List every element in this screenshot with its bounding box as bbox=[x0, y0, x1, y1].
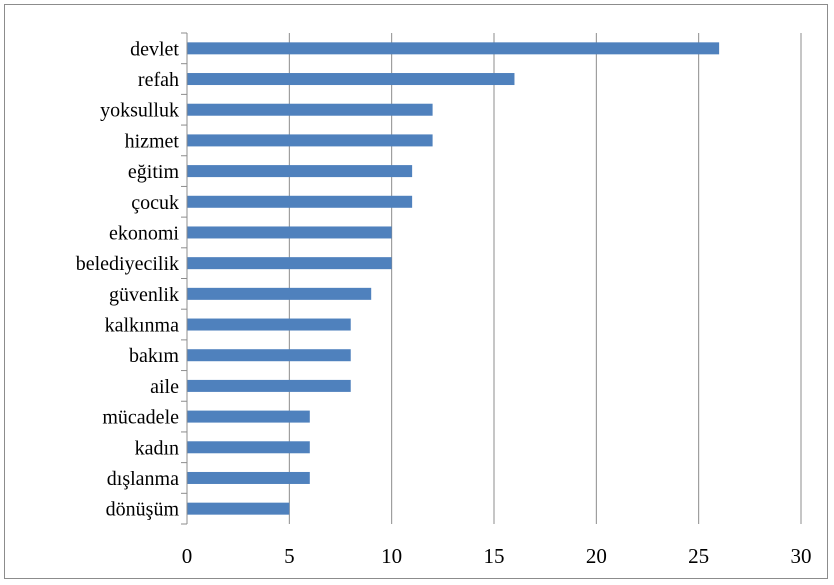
bar-5 bbox=[187, 195, 413, 208]
category-label: güvenlik bbox=[109, 284, 179, 306]
bar-13 bbox=[187, 441, 310, 454]
category-label: kadın bbox=[135, 437, 179, 459]
category-label: kalkınma bbox=[105, 315, 180, 337]
bar-10 bbox=[187, 349, 351, 362]
category-label: belediyecilik bbox=[76, 253, 179, 275]
bar-4 bbox=[187, 165, 413, 178]
x-tick-label: 10 bbox=[381, 544, 402, 568]
x-tick-label: 25 bbox=[688, 544, 709, 568]
x-tick-label: 30 bbox=[791, 544, 812, 568]
bar-7 bbox=[187, 257, 392, 270]
bar-8 bbox=[187, 287, 372, 300]
bar-2 bbox=[187, 103, 433, 116]
bar-14 bbox=[187, 471, 310, 484]
category-label: refah bbox=[138, 69, 179, 91]
x-tick-label: 15 bbox=[484, 544, 505, 568]
category-label: çocuk bbox=[131, 192, 179, 214]
value-tick-labels: 0 5 10 15 20 25 30 bbox=[182, 544, 812, 568]
category-label: yoksulluk bbox=[100, 100, 179, 122]
category-label: bakım bbox=[129, 345, 179, 367]
bar-9 bbox=[187, 318, 351, 331]
category-label: devlet bbox=[130, 38, 179, 60]
category-label: ekonomi bbox=[109, 222, 179, 244]
x-tick-label: 0 bbox=[182, 544, 193, 568]
category-label: dışlanma bbox=[107, 468, 179, 490]
bar-11 bbox=[187, 379, 351, 392]
category-label: dönüşüm bbox=[106, 499, 180, 521]
bar-6 bbox=[187, 226, 392, 239]
chart-frame bbox=[4, 4, 828, 579]
bar-3 bbox=[187, 134, 433, 147]
x-tick-label: 20 bbox=[586, 544, 607, 568]
category-axis bbox=[181, 32, 188, 525]
x-tick-label: 5 bbox=[284, 544, 295, 568]
bars bbox=[187, 42, 720, 515]
category-label: eğitim bbox=[128, 161, 180, 183]
bar-12 bbox=[187, 410, 310, 423]
bar-1 bbox=[187, 73, 515, 86]
bar-15 bbox=[187, 502, 290, 515]
category-labels: devlet refah yoksulluk hizmet eğitim çocuk eko… bbox=[76, 38, 180, 520]
category-label: hizmet bbox=[125, 130, 180, 152]
category-label: aile bbox=[150, 376, 179, 398]
bar-0 bbox=[187, 42, 720, 55]
category-label: mücadele bbox=[102, 407, 179, 429]
